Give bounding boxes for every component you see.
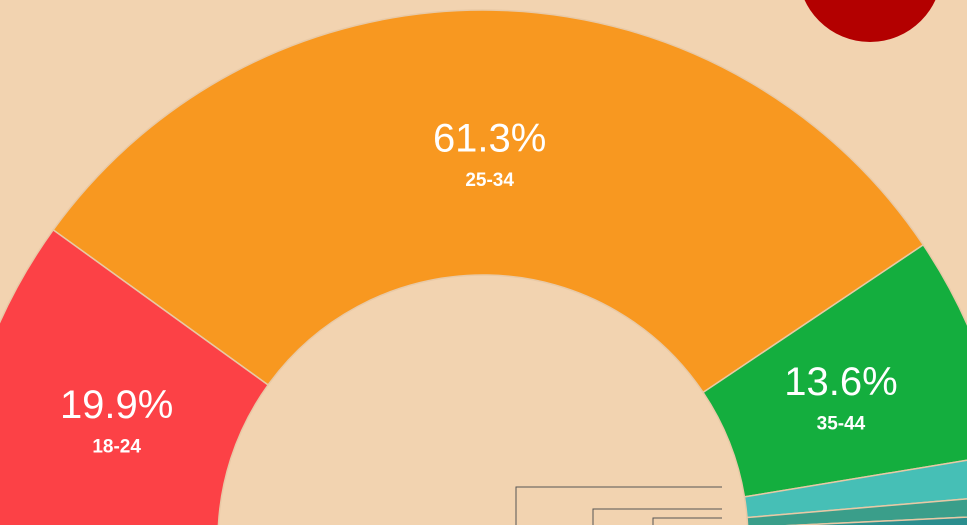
value-label: 19.9% <box>60 383 173 427</box>
value-label: 13.6% <box>784 360 897 404</box>
category-label: 35-44 <box>817 413 866 434</box>
value-label: 61.3% <box>433 117 546 161</box>
chart: 19.9% 18-24 61.3% 25-34 13.6% 35-44 <box>0 0 967 525</box>
category-label: 25-34 <box>465 170 514 191</box>
category-label: 18-24 <box>92 437 141 458</box>
